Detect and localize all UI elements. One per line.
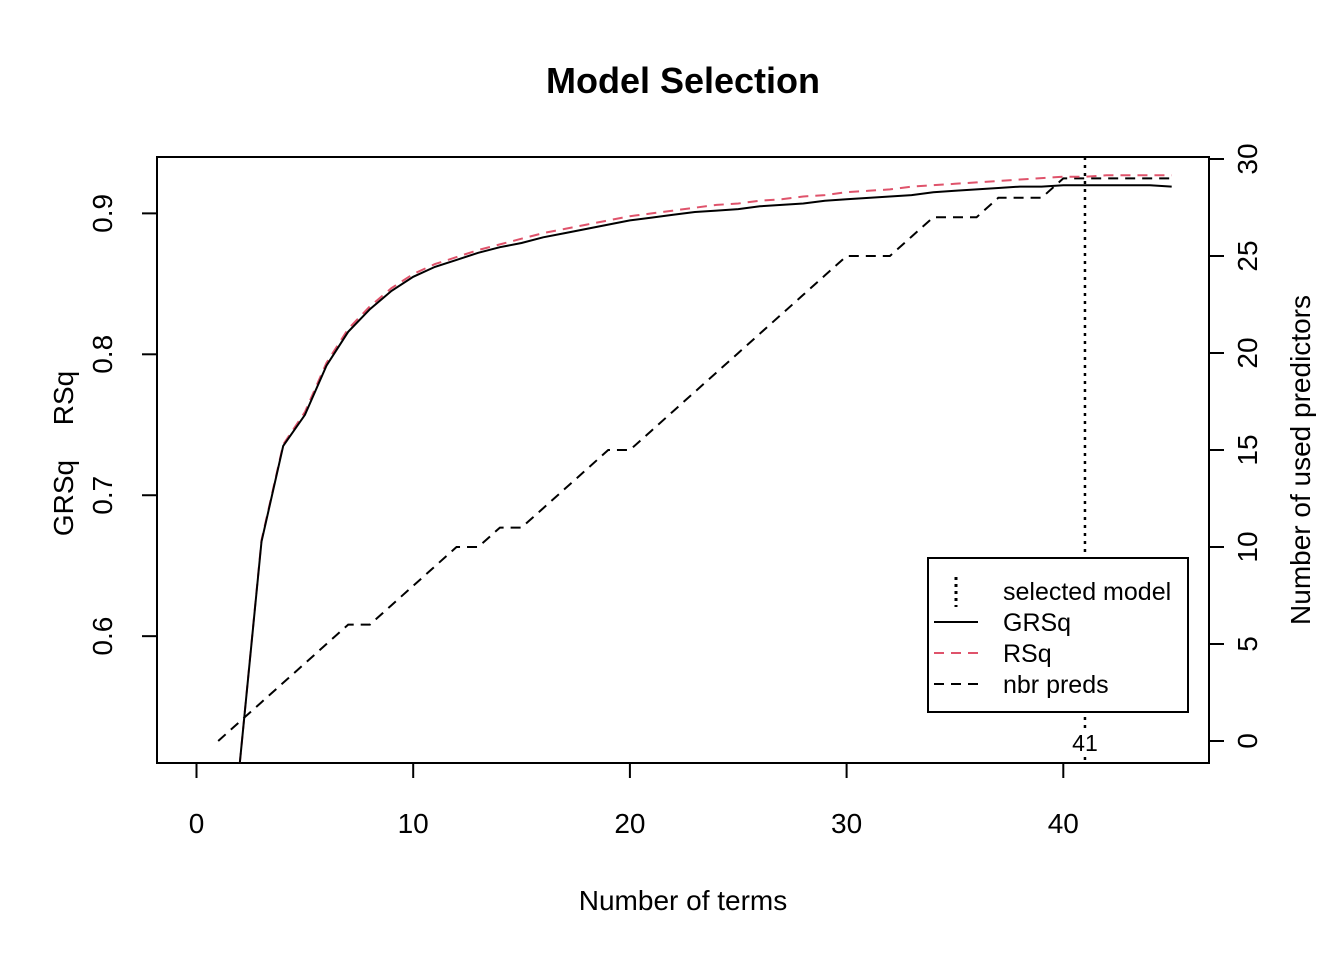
x-tick-label: 20 — [614, 808, 645, 839]
x-axis: 0 10 20 30 40 — [189, 762, 1079, 839]
series-line-nbr-preds — [217, 177, 1172, 742]
y-right-tick-label: 0 — [1232, 733, 1263, 749]
x-tick-label: 30 — [831, 808, 862, 839]
legend-label: RSq — [1003, 640, 1052, 668]
x-axis-label: Number of terms — [579, 885, 788, 916]
legend-box — [927, 557, 1189, 713]
series-line-grsq — [238, 184, 1172, 764]
selected-label-bg — [1068, 730, 1101, 756]
y-left-tick-label: 0.9 — [87, 194, 118, 233]
x-tick-label: 10 — [398, 808, 429, 839]
y-axis-left: 0.6 0.7 0.8 0.9 — [87, 194, 158, 656]
x-tick-label: 40 — [1048, 808, 1079, 839]
y-right-tick-label: 20 — [1232, 337, 1263, 368]
y-axis-left-label-rsq: RSq — [48, 371, 79, 425]
chart-title: Model Selection — [546, 60, 820, 101]
y-left-tick-label: 0.8 — [87, 335, 118, 374]
legend: selected model GRSq RSq nbr preds — [927, 557, 1189, 713]
y-right-tick-label: 10 — [1232, 531, 1263, 562]
y-right-tick-label: 30 — [1232, 143, 1263, 174]
y-left-tick-label: 0.7 — [87, 476, 118, 515]
legend-label: GRSq — [1003, 609, 1071, 637]
selected-model-label: 41 — [1072, 730, 1098, 756]
legend-label: selected model — [1003, 578, 1171, 606]
y-axis-left-label-grsq: GRSq — [48, 460, 79, 536]
y-right-tick-label: 5 — [1232, 636, 1263, 652]
y-axis-right: 0 5 10 15 20 25 30 — [1208, 143, 1263, 749]
y-left-tick-label: 0.6 — [87, 617, 118, 656]
y-axis-right-label: Number of used predictors — [1285, 295, 1316, 625]
series-line-rsq — [238, 174, 1172, 764]
y-right-tick-label: 25 — [1232, 240, 1263, 271]
x-tick-label: 0 — [189, 808, 205, 839]
legend-label: nbr preds — [1003, 671, 1109, 699]
y-right-tick-label: 15 — [1232, 434, 1263, 465]
